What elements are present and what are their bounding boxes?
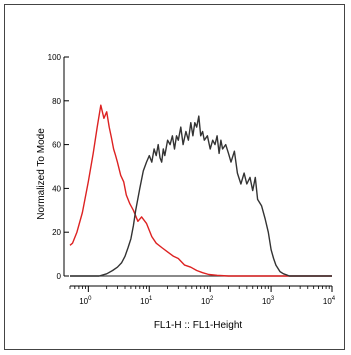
chart-frame	[4, 4, 345, 350]
histogram-series-red	[69, 104, 332, 277]
y-tick-label: 60	[52, 141, 61, 150]
x-tick-label: 104	[323, 296, 336, 306]
x-axis-label: FL1-H :: FL1-Height	[154, 320, 243, 331]
y-axis-label: Normalized To Mode	[36, 128, 47, 220]
y-tick-label: 0	[57, 272, 62, 281]
y-tick-label: 80	[52, 97, 61, 106]
y-tick-label: 40	[52, 184, 61, 193]
plot-layer: 0 20 40 60 80 100 100 101 102 103 104	[48, 53, 336, 306]
x-tick-label: 102	[201, 296, 214, 306]
y-tick-label: 100	[48, 53, 62, 62]
y-tick-label: 20	[52, 228, 61, 237]
x-tick-label: 100	[79, 296, 92, 306]
x-tick-label: 101	[140, 296, 153, 306]
histogram-series-gray	[70, 115, 332, 277]
x-tick-label: 103	[262, 296, 275, 306]
